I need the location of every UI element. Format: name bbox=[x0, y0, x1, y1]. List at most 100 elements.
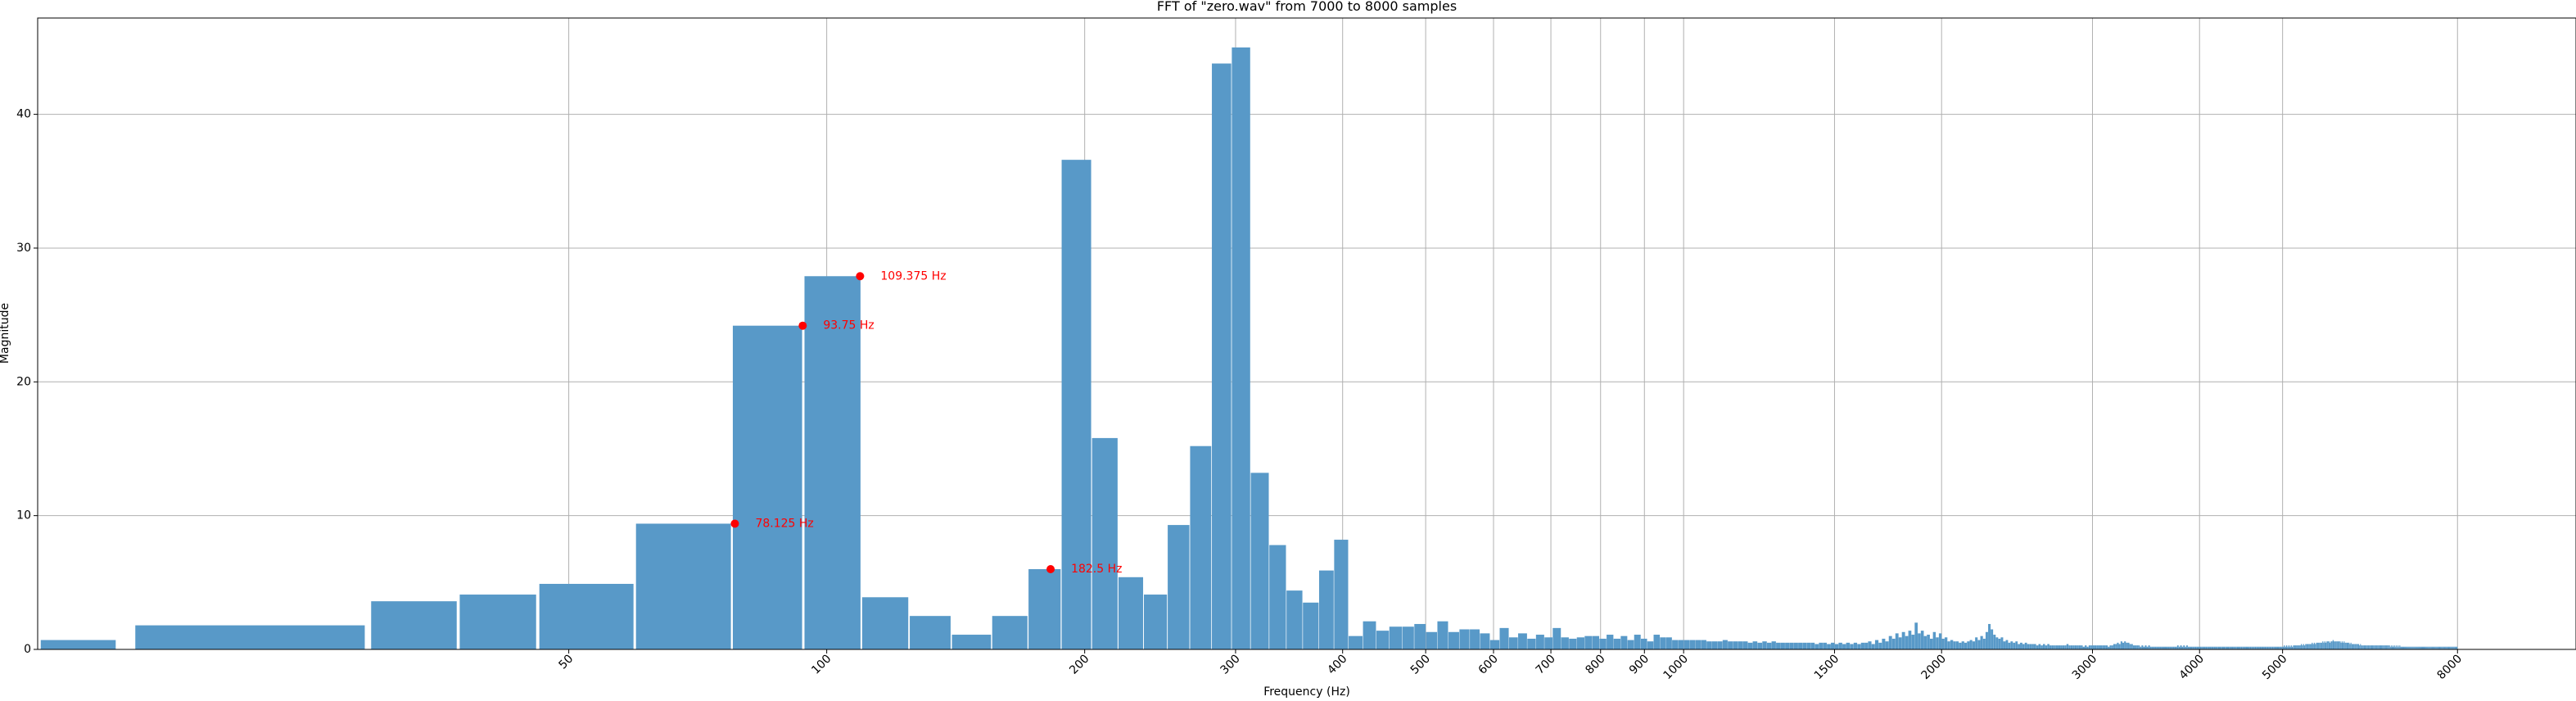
fft-bar bbox=[2418, 646, 2420, 649]
fft-bar bbox=[2153, 646, 2155, 649]
fft-bar bbox=[2227, 646, 2230, 649]
fft-bar bbox=[1927, 635, 1930, 649]
fft-bar bbox=[1993, 635, 1996, 649]
fft-bar bbox=[2366, 645, 2368, 649]
fft-bar bbox=[2040, 645, 2043, 649]
fft-bar bbox=[1810, 642, 1815, 649]
fft-bar bbox=[1660, 637, 1666, 649]
fft-bar bbox=[2066, 644, 2069, 649]
x-tick-label: 2000 bbox=[1919, 653, 1950, 683]
fft-bar bbox=[2239, 646, 2241, 649]
fft-bar bbox=[1489, 640, 1500, 649]
fft-bar bbox=[2174, 646, 2176, 649]
fft-bar bbox=[2440, 646, 2442, 649]
fft-bar bbox=[1678, 640, 1684, 649]
fft-bar bbox=[2276, 646, 2278, 649]
fft-bar bbox=[1920, 631, 1924, 649]
x-tick-label: 1500 bbox=[1812, 653, 1842, 683]
fft-bar bbox=[2221, 646, 2222, 649]
fft-bar bbox=[2450, 646, 2452, 649]
fft-bar bbox=[2332, 640, 2334, 649]
fft-bar bbox=[2223, 646, 2226, 649]
fft-bar bbox=[2313, 642, 2316, 649]
y-tick-label: 10 bbox=[16, 509, 31, 522]
fft-bar bbox=[2300, 644, 2303, 649]
fft-bar bbox=[2045, 645, 2048, 649]
fft-bar bbox=[1334, 540, 1349, 649]
fft-bar bbox=[1871, 644, 1875, 649]
fft-bar bbox=[1905, 635, 1909, 649]
fft-bar bbox=[2328, 641, 2330, 649]
fft-bar bbox=[2441, 646, 2443, 649]
fft-bar bbox=[2350, 642, 2352, 649]
x-tick-label: 600 bbox=[1476, 653, 1501, 677]
fft-bar bbox=[2299, 645, 2301, 649]
fft-bar bbox=[2259, 646, 2262, 649]
peak-marker bbox=[730, 519, 739, 528]
fft-bar bbox=[2275, 646, 2277, 649]
fft-bar bbox=[2162, 646, 2165, 649]
fft-bar bbox=[2120, 641, 2122, 649]
fft-bar bbox=[2166, 646, 2168, 649]
fft-bar bbox=[2389, 646, 2391, 649]
fft-bar bbox=[1895, 633, 1899, 649]
fft-bar bbox=[2439, 646, 2441, 649]
fft-bar bbox=[1914, 622, 1918, 649]
fft-bar bbox=[2233, 646, 2235, 649]
fft-bar bbox=[2264, 646, 2266, 649]
fft-bar bbox=[2131, 644, 2133, 649]
fft-bar bbox=[2444, 646, 2446, 649]
fft-bar bbox=[2199, 646, 2202, 649]
fft-bar bbox=[2325, 642, 2327, 649]
fft-bar bbox=[2349, 644, 2351, 649]
fft-bar bbox=[2189, 646, 2191, 649]
y-axis-label: Magnitude bbox=[0, 303, 11, 364]
fft-bar bbox=[2362, 645, 2364, 649]
fft-bar bbox=[2010, 641, 2013, 649]
fft-bar bbox=[2447, 646, 2449, 649]
fft-bar bbox=[1793, 642, 1798, 649]
fft-bar bbox=[2205, 646, 2208, 649]
fft-bar bbox=[1738, 641, 1743, 649]
fft-bar bbox=[2256, 646, 2257, 649]
fft-bar bbox=[2407, 646, 2408, 649]
y-tick-label: 20 bbox=[16, 375, 31, 388]
fft-bar bbox=[2422, 646, 2424, 649]
fft-bar bbox=[1798, 642, 1803, 649]
fft-bar bbox=[2058, 645, 2061, 649]
fft-bar bbox=[2118, 644, 2121, 649]
fft-bar bbox=[1888, 635, 1892, 649]
fft-bar bbox=[2388, 645, 2389, 649]
fft-bar bbox=[1363, 621, 1376, 649]
fft-bar bbox=[2022, 644, 2025, 649]
fft-bar bbox=[1982, 638, 1986, 649]
fft-bar bbox=[2244, 646, 2246, 649]
fft-bar bbox=[2217, 646, 2220, 649]
fft-bar bbox=[1747, 642, 1753, 649]
fft-bar bbox=[1908, 631, 1912, 649]
fft-bar bbox=[2158, 646, 2160, 649]
fft-bar bbox=[1627, 640, 1634, 649]
fft-bar bbox=[2432, 646, 2434, 649]
fft-bar bbox=[2108, 646, 2110, 649]
fft-bar bbox=[1827, 644, 1831, 649]
fft-bar bbox=[2339, 641, 2341, 649]
fft-bar bbox=[2323, 642, 2325, 649]
fft-bar bbox=[2442, 646, 2443, 649]
fft-bar bbox=[1950, 640, 1954, 649]
fft-bar bbox=[2434, 646, 2436, 649]
fft-bar bbox=[2143, 646, 2145, 649]
fft-bar bbox=[2077, 645, 2079, 649]
fft-bar bbox=[2393, 646, 2395, 649]
fft-bar bbox=[2248, 646, 2250, 649]
fft-bar bbox=[1850, 644, 1854, 649]
fft-bar bbox=[2318, 642, 2320, 649]
x-tick-label: 3000 bbox=[2070, 653, 2100, 683]
fft-bar bbox=[2221, 646, 2224, 649]
fft-bar bbox=[1376, 631, 1390, 649]
fft-bar bbox=[2024, 642, 2027, 649]
fft-bar bbox=[2315, 644, 2316, 649]
fft-bar bbox=[2038, 644, 2041, 649]
fft-bar bbox=[2236, 646, 2239, 649]
fft-bar bbox=[2194, 646, 2197, 649]
